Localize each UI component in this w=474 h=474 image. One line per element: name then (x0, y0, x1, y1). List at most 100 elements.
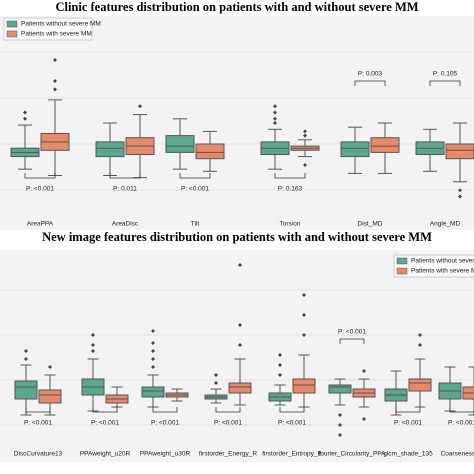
x-tick-label: Angle_MD (430, 221, 461, 228)
outlier (273, 121, 277, 125)
outlier (273, 104, 277, 109)
box (141, 386, 165, 398)
box (95, 141, 125, 158)
outlier (53, 87, 57, 92)
outlier (302, 293, 306, 297)
x-tick-label: AreaPPA (27, 221, 54, 228)
p-bracket (215, 407, 241, 413)
outlier (458, 194, 462, 199)
box (228, 382, 252, 394)
p-bracket (449, 407, 474, 413)
outlier (214, 373, 218, 377)
x-tick-label: firstorder_Entropy_B (262, 451, 322, 458)
p-value: P: <0.001 (338, 329, 366, 336)
outlier (23, 110, 27, 115)
p-value: P: <0.001 (151, 420, 179, 427)
outlier (303, 129, 307, 134)
legend-label: Patients with severe MM (411, 268, 474, 275)
p-bracket (274, 173, 306, 179)
outlier (303, 133, 307, 138)
legend-box (393, 254, 474, 278)
x-tick-label: Coarseness_R (441, 451, 474, 458)
p-value: P: <0.001 (394, 420, 422, 427)
outlier (214, 381, 218, 385)
outlier (362, 417, 366, 421)
outlier (24, 357, 28, 361)
p-bracket (279, 407, 305, 413)
outlier (238, 343, 242, 347)
outlier (151, 329, 155, 333)
x-tick-label: Tilt (191, 221, 200, 228)
outlier (278, 363, 282, 367)
legend-swatch (6, 20, 18, 28)
x-tick-label: DiscCurvature13 (14, 451, 63, 458)
outlier (151, 365, 155, 369)
box (370, 137, 400, 153)
outlier (53, 79, 57, 83)
legend-label: Patients without severe MM (21, 21, 101, 28)
box (165, 135, 195, 153)
legend-label: Patients with severe MM (21, 31, 92, 38)
box (195, 143, 225, 160)
outlier (53, 58, 57, 62)
p-bracket (395, 407, 421, 413)
box (340, 141, 370, 158)
outlier (278, 373, 282, 377)
chart-title: Clinic features distribution on patients… (55, 0, 418, 14)
p-value: P: <0.001 (448, 420, 474, 427)
p-bracket (24, 173, 56, 179)
x-tick-label: Torsion (280, 221, 301, 228)
p-bracket (354, 80, 386, 86)
outlier (91, 349, 95, 353)
outlier (151, 341, 155, 345)
x-tick-label: AreaDisc (112, 221, 139, 228)
p-value: P: <0.001 (214, 420, 242, 427)
box (445, 143, 474, 160)
p-value: P: <0.001 (278, 420, 306, 427)
p-bracket (25, 407, 51, 413)
outlier (302, 313, 306, 317)
p-value: P: <0.001 (181, 186, 209, 193)
box (328, 384, 352, 394)
p-value: P: 0.105 (433, 71, 458, 78)
grid (0, 51, 474, 426)
outlier (91, 333, 95, 337)
legend-swatch (396, 267, 408, 275)
x-tick-label: firstorder_Energy_R (199, 451, 257, 458)
outlier (303, 163, 307, 167)
outlier (338, 423, 342, 427)
p-bracket (179, 173, 211, 179)
outlier (24, 349, 28, 353)
outlier (338, 433, 342, 437)
outlier (418, 333, 422, 337)
outlier (91, 343, 95, 347)
x-tick-label: PPAweight_u30R (140, 451, 191, 458)
panel-background (0, 16, 474, 230)
legend-swatch (6, 30, 18, 38)
legend-label: Patients without severe MM (411, 258, 474, 265)
box (408, 378, 432, 392)
outlier (238, 323, 242, 327)
box (38, 389, 62, 404)
chart-title: New image features distribution on patie… (42, 230, 432, 244)
outlier (458, 188, 462, 193)
p-bracket (429, 80, 461, 86)
p-value: P: <0.001 (91, 420, 119, 427)
box (14, 380, 38, 400)
outlier (23, 116, 27, 121)
p-value: P: <0.001 (26, 186, 54, 193)
p-value: P: 0.163 (278, 186, 303, 193)
p-value: P: 0.003 (358, 71, 383, 78)
outlier (362, 369, 366, 373)
outlier (418, 343, 422, 347)
p-value: P: <0.001 (24, 420, 52, 427)
x-tick-label: glcm_shade_135 (383, 451, 433, 458)
p-bracket (92, 407, 118, 413)
outlier (238, 263, 242, 267)
outlier (138, 104, 142, 109)
legend-swatch (396, 257, 408, 265)
box (292, 378, 316, 394)
p-bracket (109, 173, 141, 179)
panel-background (0, 250, 474, 462)
